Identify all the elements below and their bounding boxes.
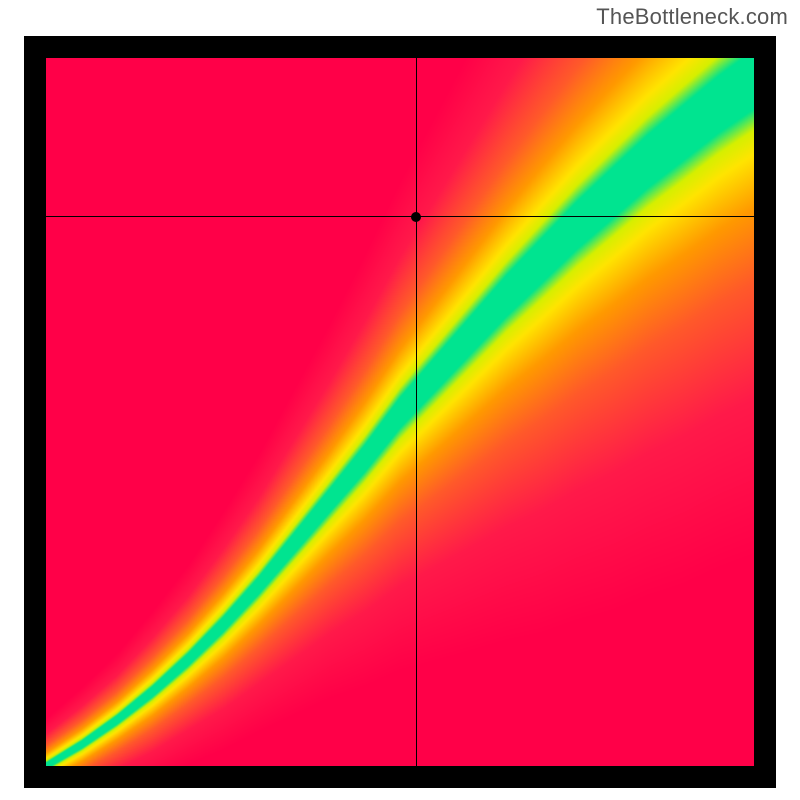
watermark-text: TheBottleneck.com (596, 4, 788, 30)
crosshair-vertical (416, 58, 417, 766)
plot-area (46, 58, 754, 766)
crosshair-horizontal (46, 216, 754, 217)
plot-frame (24, 36, 776, 788)
heatmap-canvas (46, 58, 754, 766)
crosshair-marker (411, 212, 421, 222)
